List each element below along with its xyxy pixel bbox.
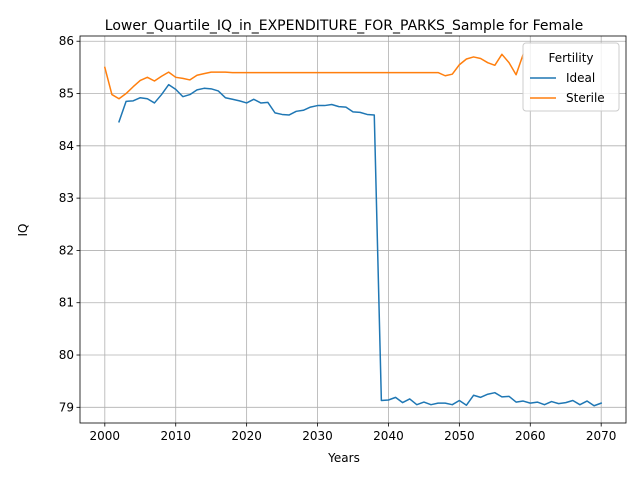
legend-label-sterile: Sterile [566, 91, 605, 105]
x-axis-label: Years [327, 451, 360, 465]
x-axis: 2000 2010 2020 2030 2040 2050 2060 2070 [90, 423, 617, 443]
x-tick-label: 2040 [373, 429, 404, 443]
y-axis: 79 80 81 82 83 84 85 86 [59, 34, 80, 414]
y-tick-label: 81 [59, 296, 74, 310]
y-tick-label: 79 [59, 400, 74, 414]
series-lines [103, 53, 603, 407]
x-tick-label: 2020 [231, 429, 262, 443]
x-tick-label: 2000 [90, 429, 121, 443]
y-tick-label: 84 [59, 139, 74, 153]
x-tick-label: 2010 [160, 429, 191, 443]
x-tick-label: 2070 [586, 429, 617, 443]
y-tick-label: 86 [59, 34, 74, 48]
x-tick-label: 2060 [515, 429, 546, 443]
x-tick-label: 2050 [444, 429, 475, 443]
x-tick-label: 2030 [302, 429, 333, 443]
y-tick-label: 85 [59, 87, 74, 101]
y-tick-label: 80 [59, 348, 74, 362]
y-tick-label: 83 [59, 191, 74, 205]
chart-title: Lower_Quartile_IQ_in_EXPENDITURE_FOR_PAR… [105, 18, 583, 34]
series-line-ideal [118, 83, 603, 407]
series-line-sterile [103, 53, 525, 100]
legend-title: Fertility [548, 51, 593, 65]
y-tick-label: 82 [59, 243, 74, 257]
legend-box [522, 42, 620, 112]
legend-label-ideal: Ideal [566, 71, 595, 85]
legend: Fertility Ideal Sterile [522, 42, 620, 112]
y-axis-label: IQ [16, 224, 30, 237]
plot-frame [79, 35, 627, 424]
